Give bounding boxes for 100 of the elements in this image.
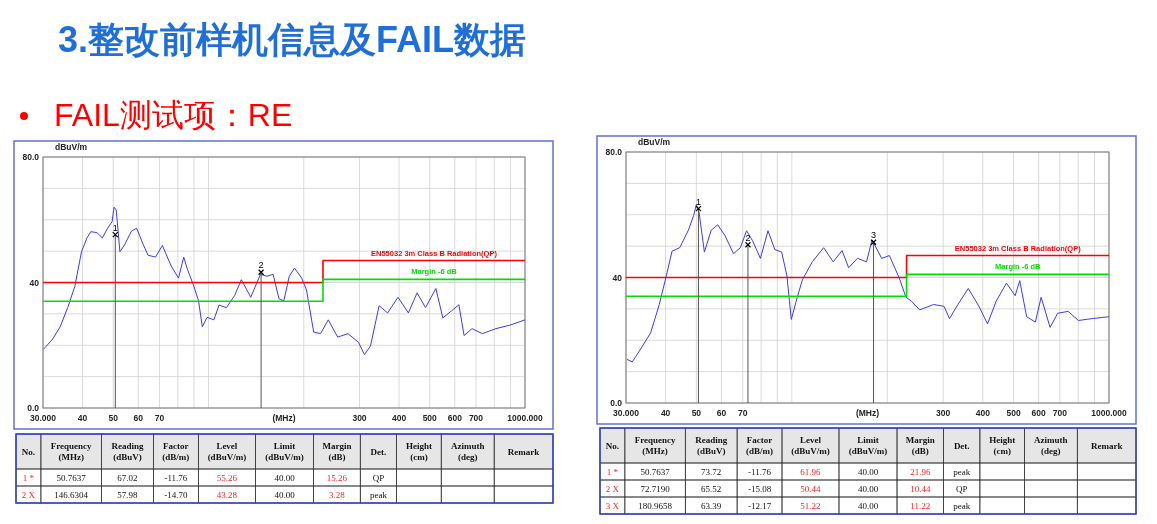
x-tick-label: 300 (352, 413, 367, 423)
x-tick-label: 30.000 (30, 413, 57, 423)
chart-title: 3.整改前样机信息及FAIL数据 (58, 19, 527, 60)
x-tick-label: 70 (737, 408, 748, 418)
text: 40.00 (274, 472, 296, 483)
text: Azimuth (deg) (450, 441, 485, 463)
text: 61.96 (800, 466, 822, 477)
y-tick-label: 0.0 (27, 403, 40, 413)
x-tick-label: 40 (660, 408, 671, 418)
text: Level (dBuV/m) (207, 441, 247, 463)
text: 72.7190 (640, 483, 671, 494)
annotation: 1 (695, 196, 701, 207)
text: 43.28 (216, 489, 238, 500)
text: 146.6304 (54, 489, 89, 500)
text: 180.9658 (638, 500, 673, 511)
text: -11.76 (164, 472, 188, 483)
text: 3.28 (329, 489, 346, 500)
text: 73.72 (701, 466, 722, 477)
x-tick-label: 500 (422, 413, 438, 423)
text: 11.22 (910, 500, 931, 511)
text: 1 * (22, 472, 35, 483)
text: 2 X (21, 489, 36, 500)
y-axis-title: dBuV/m (55, 142, 88, 152)
x-axis-title: (MHz) (272, 413, 296, 423)
text: Azimuth (deg) (1034, 435, 1068, 457)
x-tick-label: 600 (447, 413, 463, 423)
x-tick-label: 1000.000 (507, 413, 543, 423)
text: 67.02 (117, 472, 138, 483)
x-tick-label: 70 (154, 413, 165, 423)
text: Remark (1090, 440, 1123, 451)
y-tick-label: 40 (612, 272, 623, 283)
text: Frequency (MHz) (634, 435, 676, 457)
annotation: 2 (745, 232, 751, 243)
text: 10.44 (910, 483, 931, 494)
x-tick-label: 60 (133, 413, 144, 423)
y-tick-label: 80.0 (605, 147, 623, 157)
y-tick-label: 80.0 (22, 152, 40, 162)
text: Frequency (MHz) (50, 441, 93, 463)
text: peak (953, 500, 971, 511)
annotation: 1 (112, 222, 118, 233)
x-tick-label: 400 (975, 408, 991, 418)
x-tick-label: 300 (936, 408, 951, 418)
annotation: 3 (871, 230, 877, 241)
annotation: 2 (258, 260, 264, 271)
text: 40.00 (857, 466, 879, 477)
text: Factor (dB/m) (746, 435, 774, 457)
x-tick-label: 60 (716, 408, 727, 418)
text: Limit (dBuV/m) (265, 441, 304, 463)
x-tick-label: 40 (77, 413, 88, 423)
text: 1 * (606, 466, 619, 477)
text: Height (cm) (405, 441, 432, 463)
text: Level (dBuV/m) (791, 435, 830, 457)
text: 40.00 (274, 489, 296, 500)
text: 2 X (605, 483, 620, 494)
text: -15.08 (747, 483, 772, 494)
text: Height (cm) (989, 435, 1016, 457)
x-tick-label: 700 (1052, 408, 1068, 418)
y-tick-label: 40 (29, 277, 40, 288)
text: Det. (953, 440, 970, 451)
text: Det. (370, 446, 387, 457)
text: QP (956, 483, 968, 494)
text: 3 X (605, 500, 620, 511)
text: QP (372, 472, 385, 483)
text: peak (369, 489, 388, 500)
x-tick-label: 30.000 (613, 408, 640, 418)
text: Reading (dBuV) (111, 441, 144, 463)
x-tick-label: 700 (468, 413, 484, 423)
y-axis-title: dBuV/m (638, 137, 671, 147)
x-tick-label: 600 (1031, 408, 1046, 418)
y-tick-label: 0.0 (610, 398, 623, 408)
x-tick-label: 1000.000 (1091, 408, 1127, 418)
text: Remark (507, 446, 540, 457)
text: 55.26 (216, 472, 238, 483)
text: -11.76 (748, 466, 772, 477)
text: -14.70 (164, 489, 188, 500)
chart-subtitle: FAIL测试项：RE (54, 97, 293, 133)
text: 21.96 (910, 466, 931, 477)
x-tick-label: 50 (108, 413, 119, 423)
text: 50.44 (800, 483, 822, 494)
text: -12.17 (747, 500, 772, 511)
text: 40.00 (857, 500, 879, 511)
text: Margin (dB) (905, 435, 935, 457)
text: 15.26 (326, 472, 348, 483)
text: 50.7637 (640, 466, 671, 477)
text: peak (953, 466, 971, 477)
text: 65.52 (701, 483, 722, 494)
x-axis-title: (MHz) (855, 408, 880, 418)
text: Reading (dBuV) (695, 435, 728, 457)
text: 40.00 (857, 483, 879, 494)
text: 50.7637 (56, 472, 87, 483)
text: No. (21, 446, 36, 457)
text: Factor (dB/m) (162, 441, 190, 463)
x-tick-label: 50 (691, 408, 702, 418)
text: No. (605, 440, 620, 451)
text: 51.22 (800, 500, 821, 511)
text: 63.39 (701, 500, 722, 511)
text: Margin (dB) (322, 441, 352, 463)
x-tick-label: 500 (1006, 408, 1021, 418)
x-tick-label: 400 (391, 413, 407, 423)
text: Limit (dBuV/m) (848, 435, 888, 457)
